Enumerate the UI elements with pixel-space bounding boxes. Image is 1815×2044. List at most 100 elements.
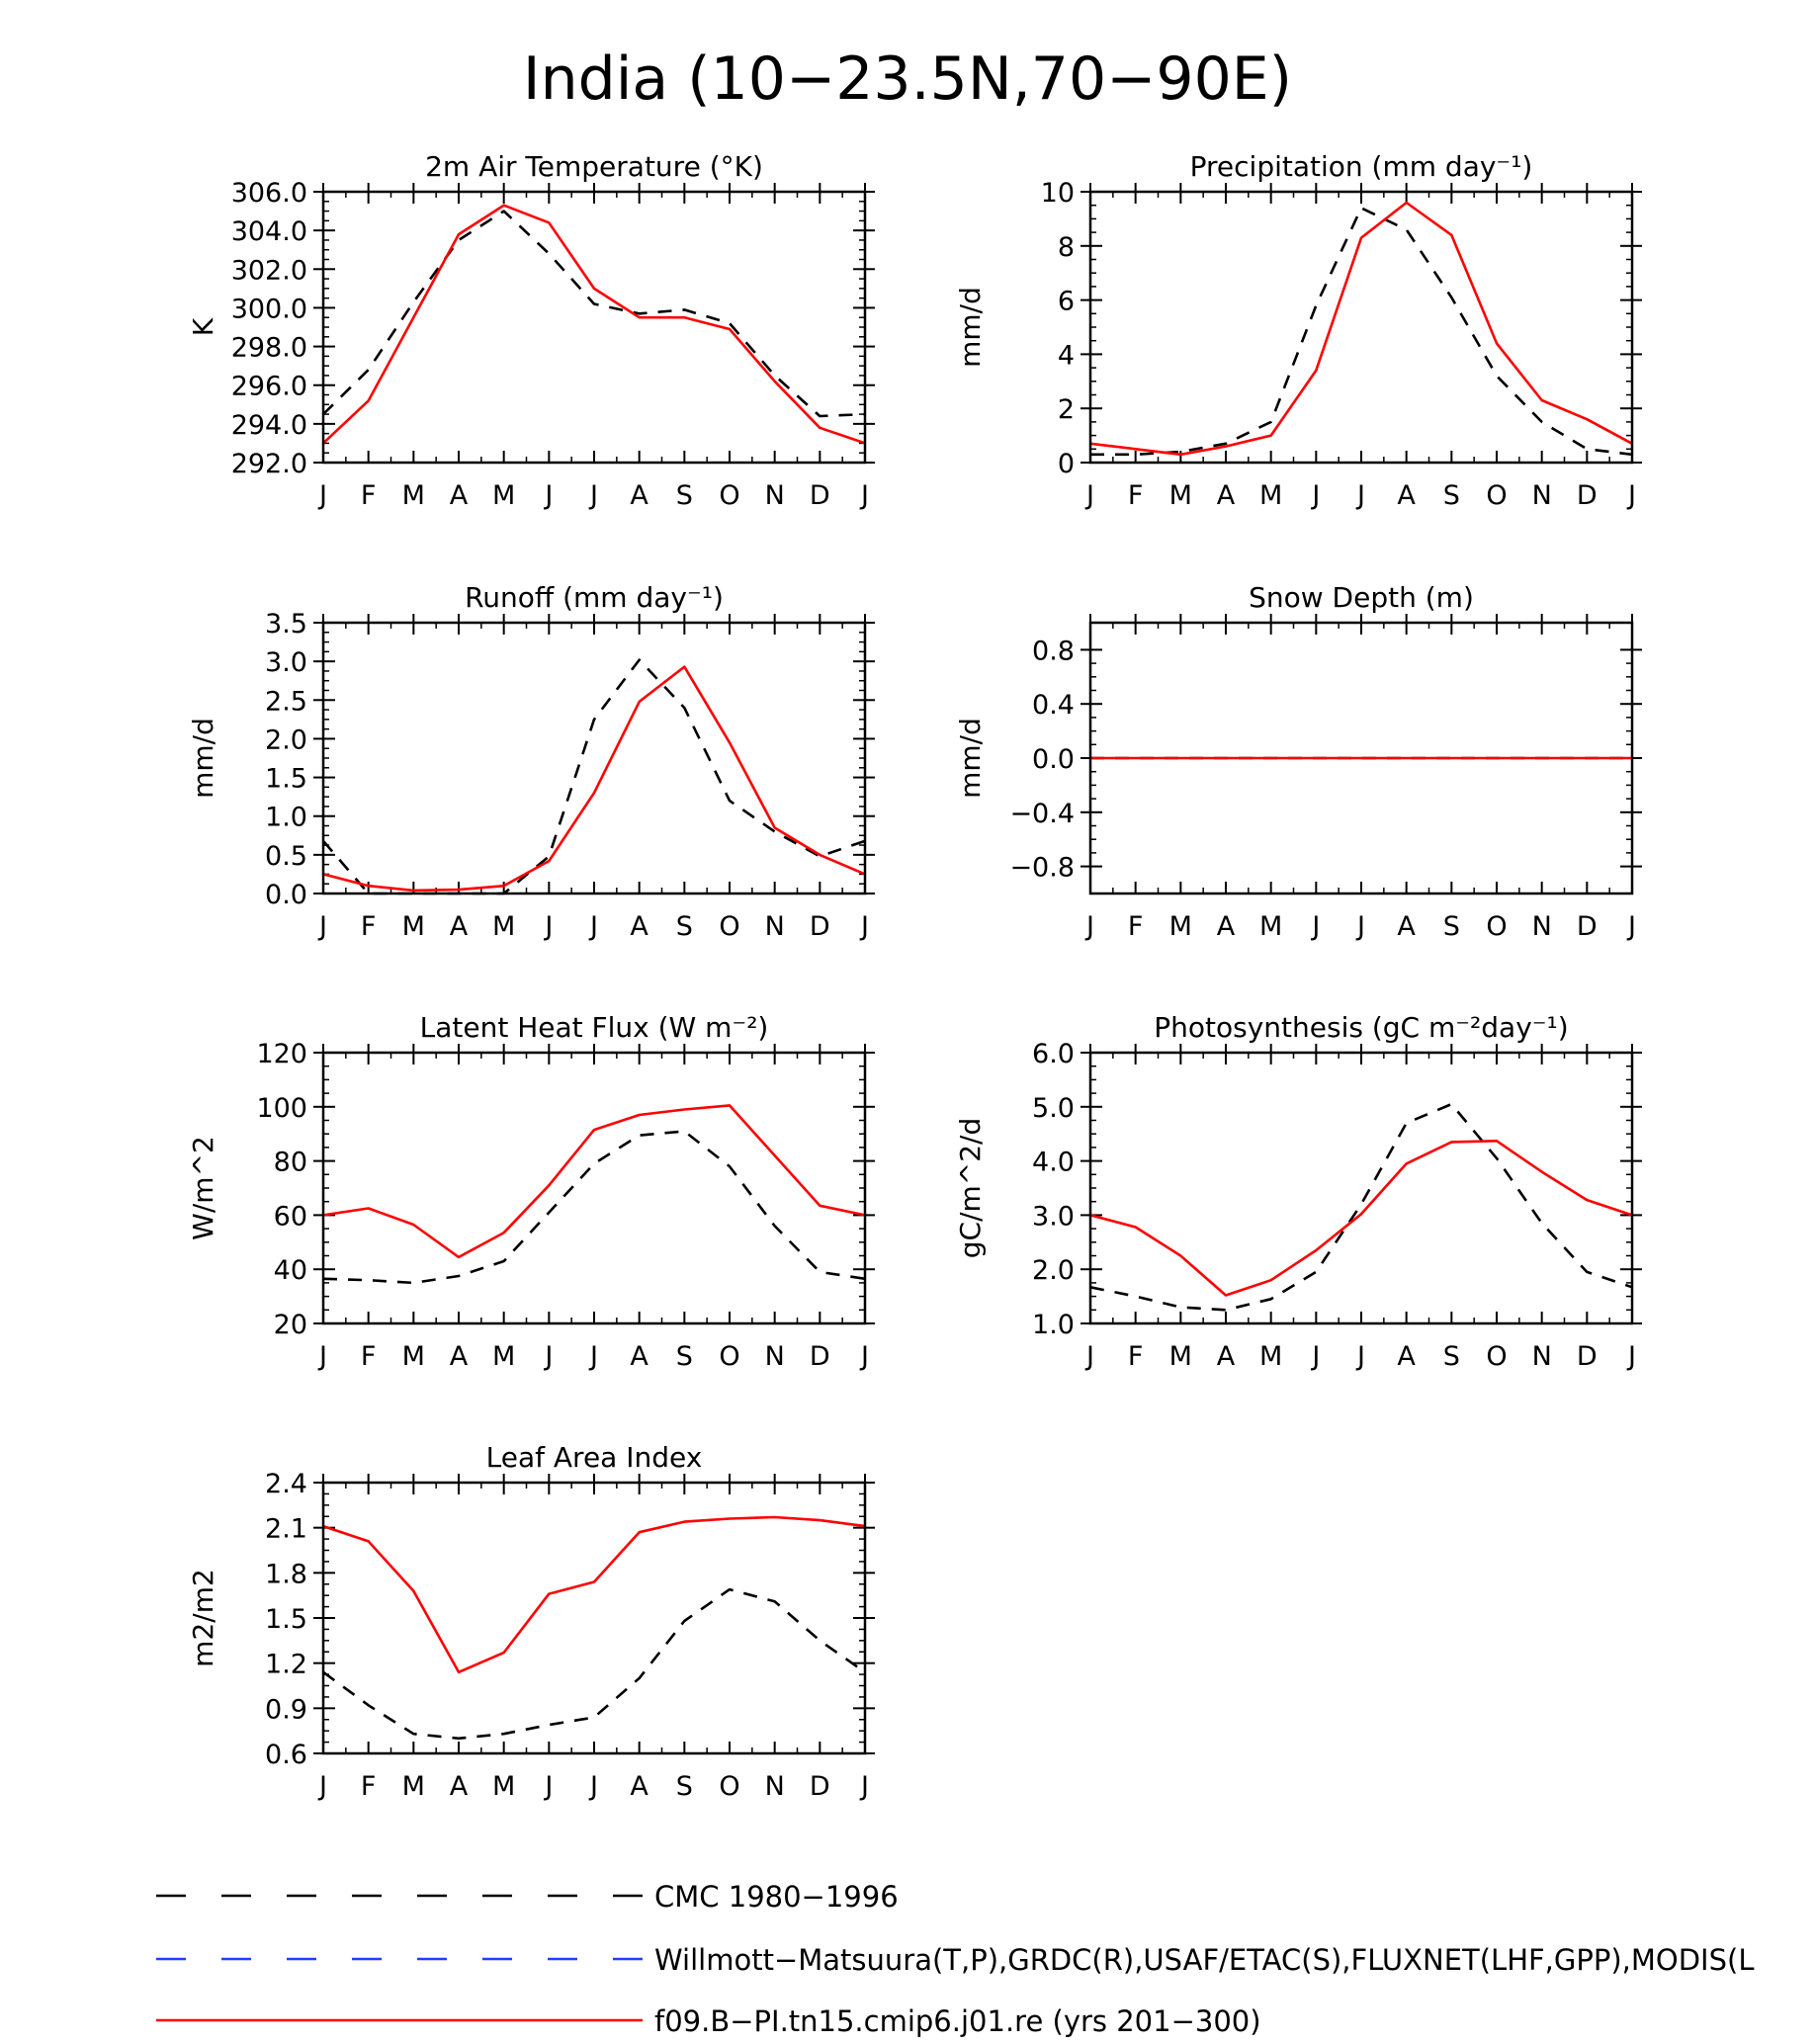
y-tick-label: 0.5: [265, 841, 307, 872]
y-axis-label: K: [187, 317, 219, 336]
x-tick-label: D: [1577, 911, 1598, 942]
x-tick-label: S: [1443, 1341, 1460, 1372]
y-axis-label: m2/m2: [187, 1569, 219, 1667]
legend-label: CMC 1980−1996: [654, 1880, 899, 1914]
legend-label: Willmott−Matsuura(T,P),GRDC(R),USAF/ETAC…: [654, 1943, 1755, 1977]
series-line-model: [322, 1104, 866, 1259]
x-tick-label: A: [1217, 911, 1236, 942]
x-tick-label: A: [630, 911, 648, 942]
panel-title: Latent Heat Flux (W m⁻²): [420, 1011, 769, 1044]
series-line-obs: [322, 1130, 866, 1285]
y-tick-label: 296.0: [231, 372, 307, 402]
y-axis-label: mm/d: [954, 287, 987, 368]
x-tick-label: J: [1310, 1341, 1320, 1372]
panel-title: 2m Air Temperature (°K): [425, 150, 763, 183]
x-tick-label: J: [317, 1771, 327, 1802]
x-tick-label: D: [810, 1771, 830, 1802]
x-tick-label: J: [543, 480, 553, 511]
x-tick-label: M: [1259, 480, 1282, 511]
series-line-obs: [1090, 207, 1633, 457]
x-tick-label: S: [1443, 911, 1460, 942]
x-tick-label: J: [1626, 1341, 1636, 1372]
x-tick-label: A: [450, 480, 469, 511]
y-tick-label: 4: [1058, 340, 1075, 371]
panel-1: J F M A M J J A S O N D J292.0294.0296.0298.0300.030…: [187, 150, 875, 511]
y-axis-label: W/m^2: [187, 1136, 219, 1240]
panel-title: Runoff (mm day⁻¹): [465, 581, 724, 614]
x-tick-label: M: [492, 1341, 515, 1372]
x-tick-label: J: [859, 1341, 869, 1372]
y-tick-label: 0.8: [1032, 636, 1075, 666]
x-tick-label: A: [450, 911, 469, 942]
x-tick-label: N: [1532, 911, 1552, 942]
plot-frame: [1088, 190, 1634, 465]
x-tick-label: F: [1128, 1341, 1144, 1372]
x-tick-label: S: [676, 1341, 693, 1372]
x-tick-label: J: [588, 1771, 598, 1802]
x-tick-label: A: [630, 1341, 648, 1372]
y-tick-label: 1.5: [265, 764, 307, 795]
y-tick-label: 1.8: [265, 1559, 307, 1589]
y-tick-label: 0.6: [265, 1740, 307, 1770]
series-line-model: [322, 665, 866, 893]
plot-frame: [321, 1481, 867, 1755]
x-tick-label: F: [361, 911, 377, 942]
x-tick-label: A: [1397, 480, 1416, 511]
y-tick-label: 1.2: [265, 1650, 307, 1680]
series-line-obs: [322, 210, 866, 418]
x-tick-label: M: [402, 911, 425, 942]
y-tick-label: 10: [1041, 178, 1075, 209]
y-tick-label: 100: [256, 1093, 307, 1124]
y-tick-label: 6: [1058, 287, 1075, 317]
x-tick-label: D: [1577, 480, 1598, 511]
y-axis-label: gC/m^2/d: [954, 1118, 987, 1259]
x-tick-label: F: [361, 480, 377, 511]
x-tick-label: S: [1443, 480, 1460, 511]
y-tick-label: 20: [274, 1310, 307, 1340]
panels-group: J F M A M J J A S O N D J292.0294.0296.0298.0300.030…: [187, 150, 1642, 1802]
x-tick-label: J: [1626, 480, 1636, 511]
plot-frame: [321, 190, 867, 465]
legend: CMC 1980−1996 Willmott−Matsuura(T,P),GRDC…: [156, 1880, 1755, 2038]
x-tick-label: O: [719, 1341, 739, 1372]
x-tick-label: J: [588, 911, 598, 942]
y-tick-label: 0: [1058, 449, 1075, 479]
x-tick-label: M: [1259, 911, 1282, 942]
x-tick-label: J: [859, 480, 869, 511]
y-tick-label: 0.0: [1032, 744, 1075, 775]
y-axis-label: mm/d: [954, 718, 987, 799]
x-tick-label: M: [1169, 1341, 1192, 1372]
y-tick-label: 3.0: [1032, 1201, 1075, 1232]
y-tick-label: 302.0: [231, 255, 307, 286]
y-tick-label: 0.9: [265, 1694, 307, 1725]
x-tick-label: J: [588, 480, 598, 511]
y-axis-label: mm/d: [187, 718, 219, 799]
x-tick-label: J: [859, 911, 869, 942]
x-tick-label: O: [1486, 480, 1507, 511]
legend-label: f09.B−PI.tn15.cmip6.j01.re (yrs 201−300): [654, 2004, 1261, 2038]
y-tick-label: 1.0: [1032, 1310, 1075, 1340]
panel-title: Snow Depth (m): [1249, 581, 1474, 614]
x-tick-label: J: [317, 911, 327, 942]
x-tick-label: N: [765, 1341, 785, 1372]
x-tick-label: J: [1084, 480, 1094, 511]
y-tick-label: 2.4: [265, 1469, 307, 1499]
figure-title: India (10−23.5N,70−90E): [523, 44, 1292, 114]
x-tick-label: J: [1310, 480, 1320, 511]
y-tick-label: 6.0: [1032, 1039, 1075, 1069]
x-tick-label: N: [765, 480, 785, 511]
y-tick-label: 1.0: [265, 803, 307, 833]
y-tick-label: 2.0: [1032, 1255, 1075, 1286]
x-tick-label: M: [1169, 911, 1192, 942]
y-tick-label: 0.0: [265, 880, 307, 910]
y-tick-label: −0.4: [1009, 799, 1075, 829]
x-tick-label: A: [1397, 1341, 1416, 1372]
x-tick-label: O: [719, 480, 739, 511]
x-tick-label: N: [765, 911, 785, 942]
x-tick-label: A: [1217, 480, 1236, 511]
y-tick-label: 8: [1058, 232, 1075, 263]
series-line-obs: [322, 1587, 866, 1741]
